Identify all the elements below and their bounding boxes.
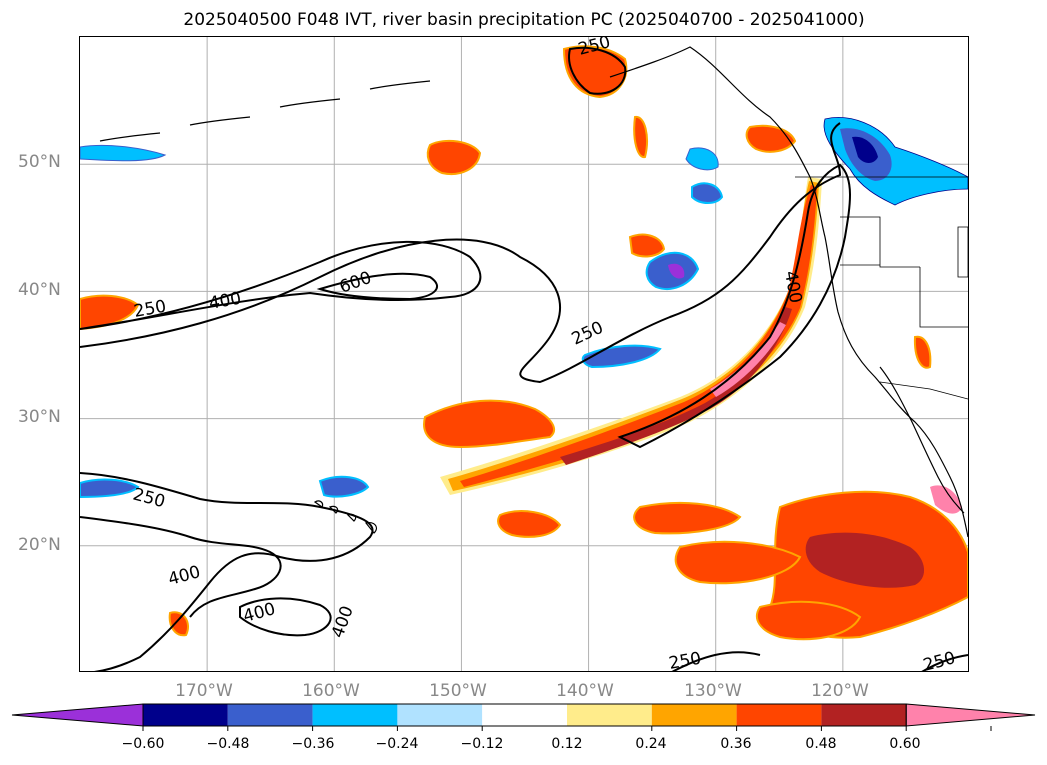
ivt-label: 250 [569,318,607,350]
colorbar-ticks [142,726,992,731]
ar-flank-negative-core [668,263,685,279]
colorbar-tick-label: −0.24 [375,736,419,752]
south-patch [755,600,862,641]
lon-label-130w: 130°W [684,681,742,701]
colorbar-tick-label: 0.48 [805,736,837,752]
colorbar-tick-label: 0.12 [551,736,583,752]
ar-band-west [423,399,555,449]
political-boundaries [795,176,968,400]
ivt-400-contour-main [80,240,482,330]
us-mexico-border [879,381,968,400]
ivt-label: 400 [207,289,242,314]
colorbar-segment [482,704,567,726]
north-america-coast [609,46,968,538]
colorbar-segment [397,704,483,726]
colorbar-segment [312,704,398,726]
hawaiian-islands [313,500,378,534]
baja-peninsula [879,366,965,514]
lat-label-20n: 20°N [18,535,61,555]
ivt-label: 250 [921,648,958,672]
colorbar-outline [142,703,907,727]
colorbar-tick-label: 0.60 [889,736,921,752]
ivt-250-contour-main [80,122,842,384]
lon-label-160w: 160°W [302,681,360,701]
ivt-400-contour-south [80,516,282,618]
nw-coast-patch-2 [633,115,648,159]
ivt-250-contour-alaska [568,46,627,95]
far-south-patch [168,611,189,637]
colorbar-tick-label: −0.60 [121,736,165,752]
west-negative [80,478,140,499]
ivt-label: 600 [337,268,374,298]
colorbar-segment [143,704,228,726]
lat-label-40n: 40°N [18,280,61,300]
colorbar [11,703,1036,731]
colorbar-tick-label: −0.12 [460,736,504,752]
map-panel: 250 400 600 250 250 400 400 400 250 250 … [79,36,969,672]
coast-negative [685,147,719,171]
map-title: 2025040500 F048 IVT, river basin precipi… [183,10,865,30]
lon-label-140w: 140°W [556,681,614,701]
ivt-400-contour-island [239,597,332,637]
lon-label-120w: 120°W [811,681,869,701]
colorbar-segment [651,704,737,726]
se-tropical-core [805,532,925,588]
ivt-label: 250 [667,649,702,672]
colorbar-tick-label: −0.48 [206,736,250,752]
ivt-label: 250 [132,297,167,322]
precip-positive-anomalies [80,45,968,641]
mid-tropical-cluster-2 [674,540,802,585]
colorbar-extend-low [11,703,144,727]
ivt-600-contour [316,272,438,301]
ivt-250-contour-se [671,651,761,671]
north-pacific-patch [426,139,482,175]
sw-cluster [497,510,562,538]
ivt-contours [80,46,968,671]
colorbar-segment [821,704,907,726]
se-cluster-pink [930,485,962,514]
lat-label-30n: 30°N [18,407,61,427]
aleutian-islands [99,80,431,142]
colorbar-tick-label: −0.36 [291,736,335,752]
ivt-250-contour-south [80,472,374,671]
state-border-1 [840,216,920,268]
mid-tropical-cluster [633,501,742,535]
ivt-ar-contour [617,163,851,449]
nw-coast-patch-1 [628,233,666,258]
west-negative-2 [318,475,370,498]
colorbar-tick-label: 0.36 [720,736,752,752]
lon-label-150w: 150°W [429,681,487,701]
colorbar-segments [11,703,1036,727]
colorbar-segment [736,704,822,726]
coastlines [99,46,968,538]
colorbar-tick-label: 0.24 [635,736,667,752]
bc-negative [691,182,724,204]
ivt-label: 400 [780,269,805,304]
precip-negative-anomalies [80,117,968,499]
lon-label-170w: 170°W [175,681,233,701]
north-edge-negative [80,144,167,162]
map-canvas: 250 400 600 250 250 400 400 400 250 250 … [80,37,968,672]
nw-interior-dark [852,136,878,163]
state-border-3 [919,267,968,328]
ar-band-red [460,185,817,487]
baja-patch [913,335,932,369]
ivt-250-contour-se2 [921,654,968,671]
colorbar-segment [227,704,313,726]
ivt-label: 400 [166,562,203,590]
colorbar-extend-high [905,703,1036,727]
state-border-4 [957,226,968,278]
ivt-label: 400 [328,603,358,640]
colorbar-segment [567,704,652,726]
lat-label-50n: 50°N [18,152,61,172]
